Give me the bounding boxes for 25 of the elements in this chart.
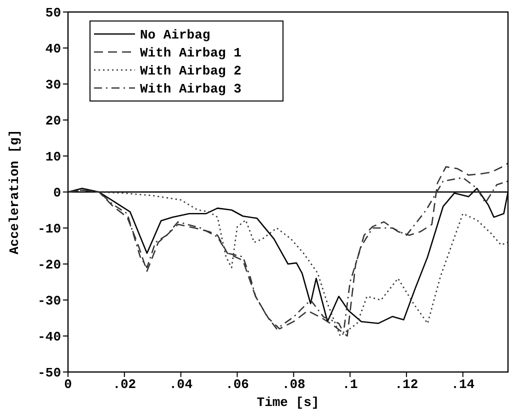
y-tick-label: 0 bbox=[53, 186, 62, 200]
x-tick-label: .02 bbox=[112, 377, 136, 392]
x-axis-title: Time [s] bbox=[256, 395, 320, 410]
y-tick-label: -50 bbox=[38, 366, 62, 380]
legend-label: With Airbag 2 bbox=[140, 64, 242, 78]
y-tick-label: 20 bbox=[45, 114, 62, 128]
y-axis-title: Acceleration [g] bbox=[7, 130, 22, 254]
legend-label: With Airbag 3 bbox=[140, 82, 242, 96]
legend-label: No Airbag bbox=[140, 28, 210, 42]
y-tick-label: -20 bbox=[38, 258, 62, 272]
x-tick-label: .04 bbox=[169, 377, 193, 392]
y-tick-label: -10 bbox=[38, 222, 62, 236]
legend-label: With Airbag 1 bbox=[140, 46, 242, 60]
x-tick-label: .08 bbox=[282, 377, 306, 392]
y-tick-label: -40 bbox=[38, 330, 62, 344]
x-tick-label: .14 bbox=[451, 377, 475, 392]
x-tick-label: .12 bbox=[394, 377, 418, 392]
y-tick-label: 10 bbox=[45, 150, 62, 164]
x-tick-label: 0 bbox=[64, 377, 72, 392]
x-tick-label: .1 bbox=[342, 377, 358, 392]
y-tick-label: 50 bbox=[45, 6, 62, 20]
y-tick-label: -30 bbox=[38, 294, 62, 308]
x-tick-label: .06 bbox=[226, 377, 250, 392]
y-tick-label: 40 bbox=[45, 42, 62, 56]
y-tick-label: 30 bbox=[45, 78, 62, 92]
